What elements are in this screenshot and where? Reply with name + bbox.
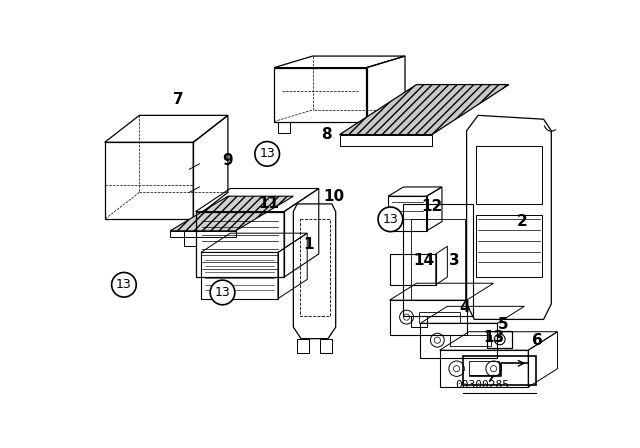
Text: 10: 10 [324, 189, 345, 204]
Text: 00300285: 00300285 [455, 380, 509, 390]
Text: 13: 13 [483, 330, 504, 345]
Text: 13: 13 [214, 286, 230, 299]
Text: 11: 11 [258, 196, 279, 211]
Text: 8: 8 [321, 127, 332, 142]
Text: 7: 7 [173, 92, 183, 108]
Text: 4: 4 [459, 300, 470, 315]
Text: 1: 1 [303, 237, 314, 252]
Polygon shape [340, 85, 509, 134]
Circle shape [255, 142, 280, 166]
Text: 13: 13 [383, 213, 398, 226]
Text: 2: 2 [516, 214, 527, 229]
Text: 13: 13 [259, 147, 275, 160]
Text: 6: 6 [532, 333, 543, 348]
Text: 9: 9 [223, 152, 233, 168]
Circle shape [111, 272, 136, 297]
Text: 13: 13 [116, 278, 132, 291]
Text: 12: 12 [421, 199, 443, 214]
Text: 14: 14 [413, 253, 435, 267]
Text: 3: 3 [449, 253, 460, 267]
Text: 5: 5 [499, 317, 509, 332]
Circle shape [378, 207, 403, 232]
Circle shape [210, 280, 235, 305]
Polygon shape [170, 196, 293, 231]
